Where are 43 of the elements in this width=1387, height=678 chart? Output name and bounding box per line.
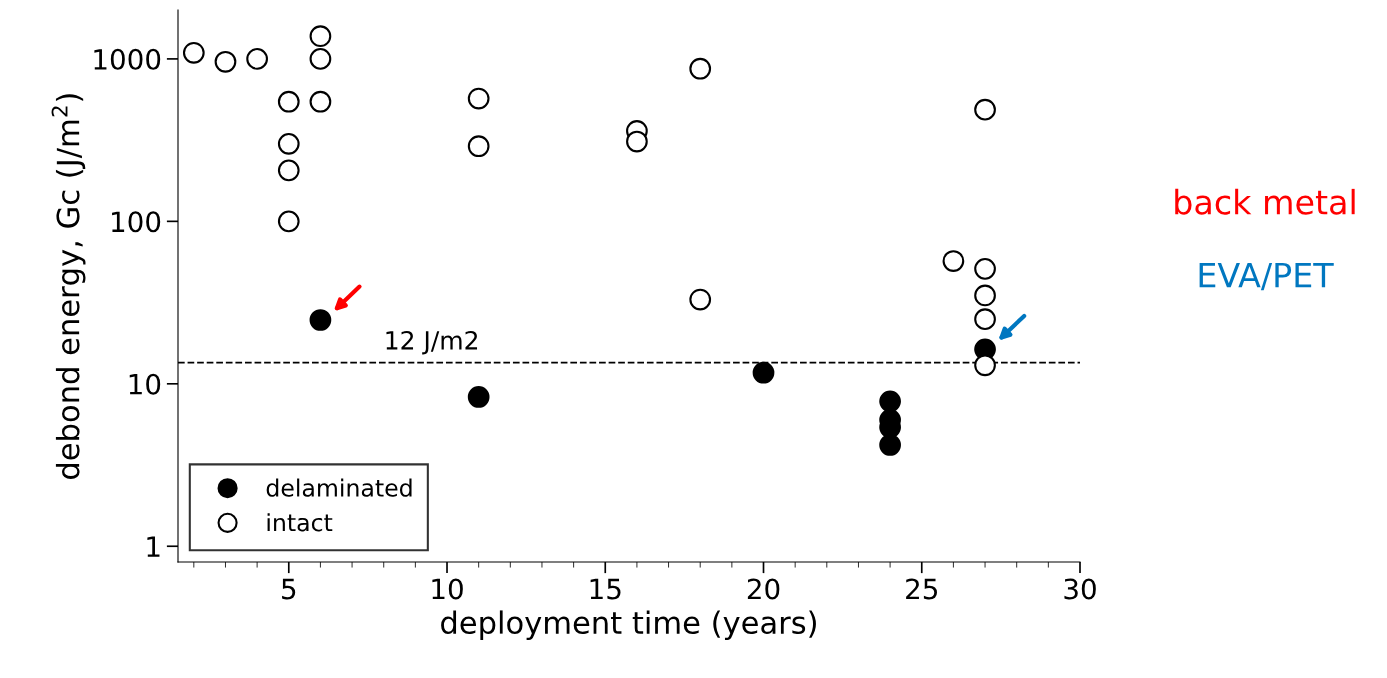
point xyxy=(974,354,996,377)
point xyxy=(467,87,490,110)
point xyxy=(246,48,268,70)
point xyxy=(752,361,775,384)
legend-label: intact xyxy=(267,513,333,532)
point xyxy=(277,132,300,155)
x-tick-label: 5 xyxy=(282,578,296,600)
point xyxy=(879,390,901,413)
point xyxy=(879,434,901,456)
x-tick-label: 15 xyxy=(590,578,621,600)
text: EVA/PET xyxy=(1199,262,1334,291)
legend-label: delaminated xyxy=(266,478,412,497)
x-tick-label: 20 xyxy=(747,578,780,600)
point xyxy=(182,41,205,64)
point xyxy=(277,210,300,233)
y-tick-label: 1000 xyxy=(94,48,161,70)
x-axis-title: deployment time (years) xyxy=(441,610,816,640)
point xyxy=(974,284,996,307)
point xyxy=(277,159,300,182)
point xyxy=(974,308,996,331)
point xyxy=(942,250,965,272)
point xyxy=(467,135,490,158)
x-tick-label: 30 xyxy=(1064,578,1096,600)
ref-line-label: 12 J/m2 xyxy=(386,330,478,355)
point xyxy=(974,258,996,280)
point xyxy=(309,90,332,113)
point xyxy=(689,288,712,311)
y-tick-label: 100 xyxy=(112,211,161,233)
y-tick-label: 10 xyxy=(129,373,161,395)
point xyxy=(626,130,648,153)
point xyxy=(214,50,237,73)
y-axis-title: debond energy, Gc (J/m$^{2}$) xyxy=(51,94,86,479)
point xyxy=(309,25,332,48)
y-tick-label: 1 xyxy=(147,536,160,557)
x-tick-label: 25 xyxy=(906,578,937,600)
x-tick-label: 10 xyxy=(432,578,463,600)
point xyxy=(467,386,490,408)
point xyxy=(277,90,300,113)
point xyxy=(974,98,996,121)
text: back metal xyxy=(1175,188,1355,215)
point xyxy=(309,48,332,70)
point xyxy=(309,309,332,331)
point xyxy=(689,57,712,80)
